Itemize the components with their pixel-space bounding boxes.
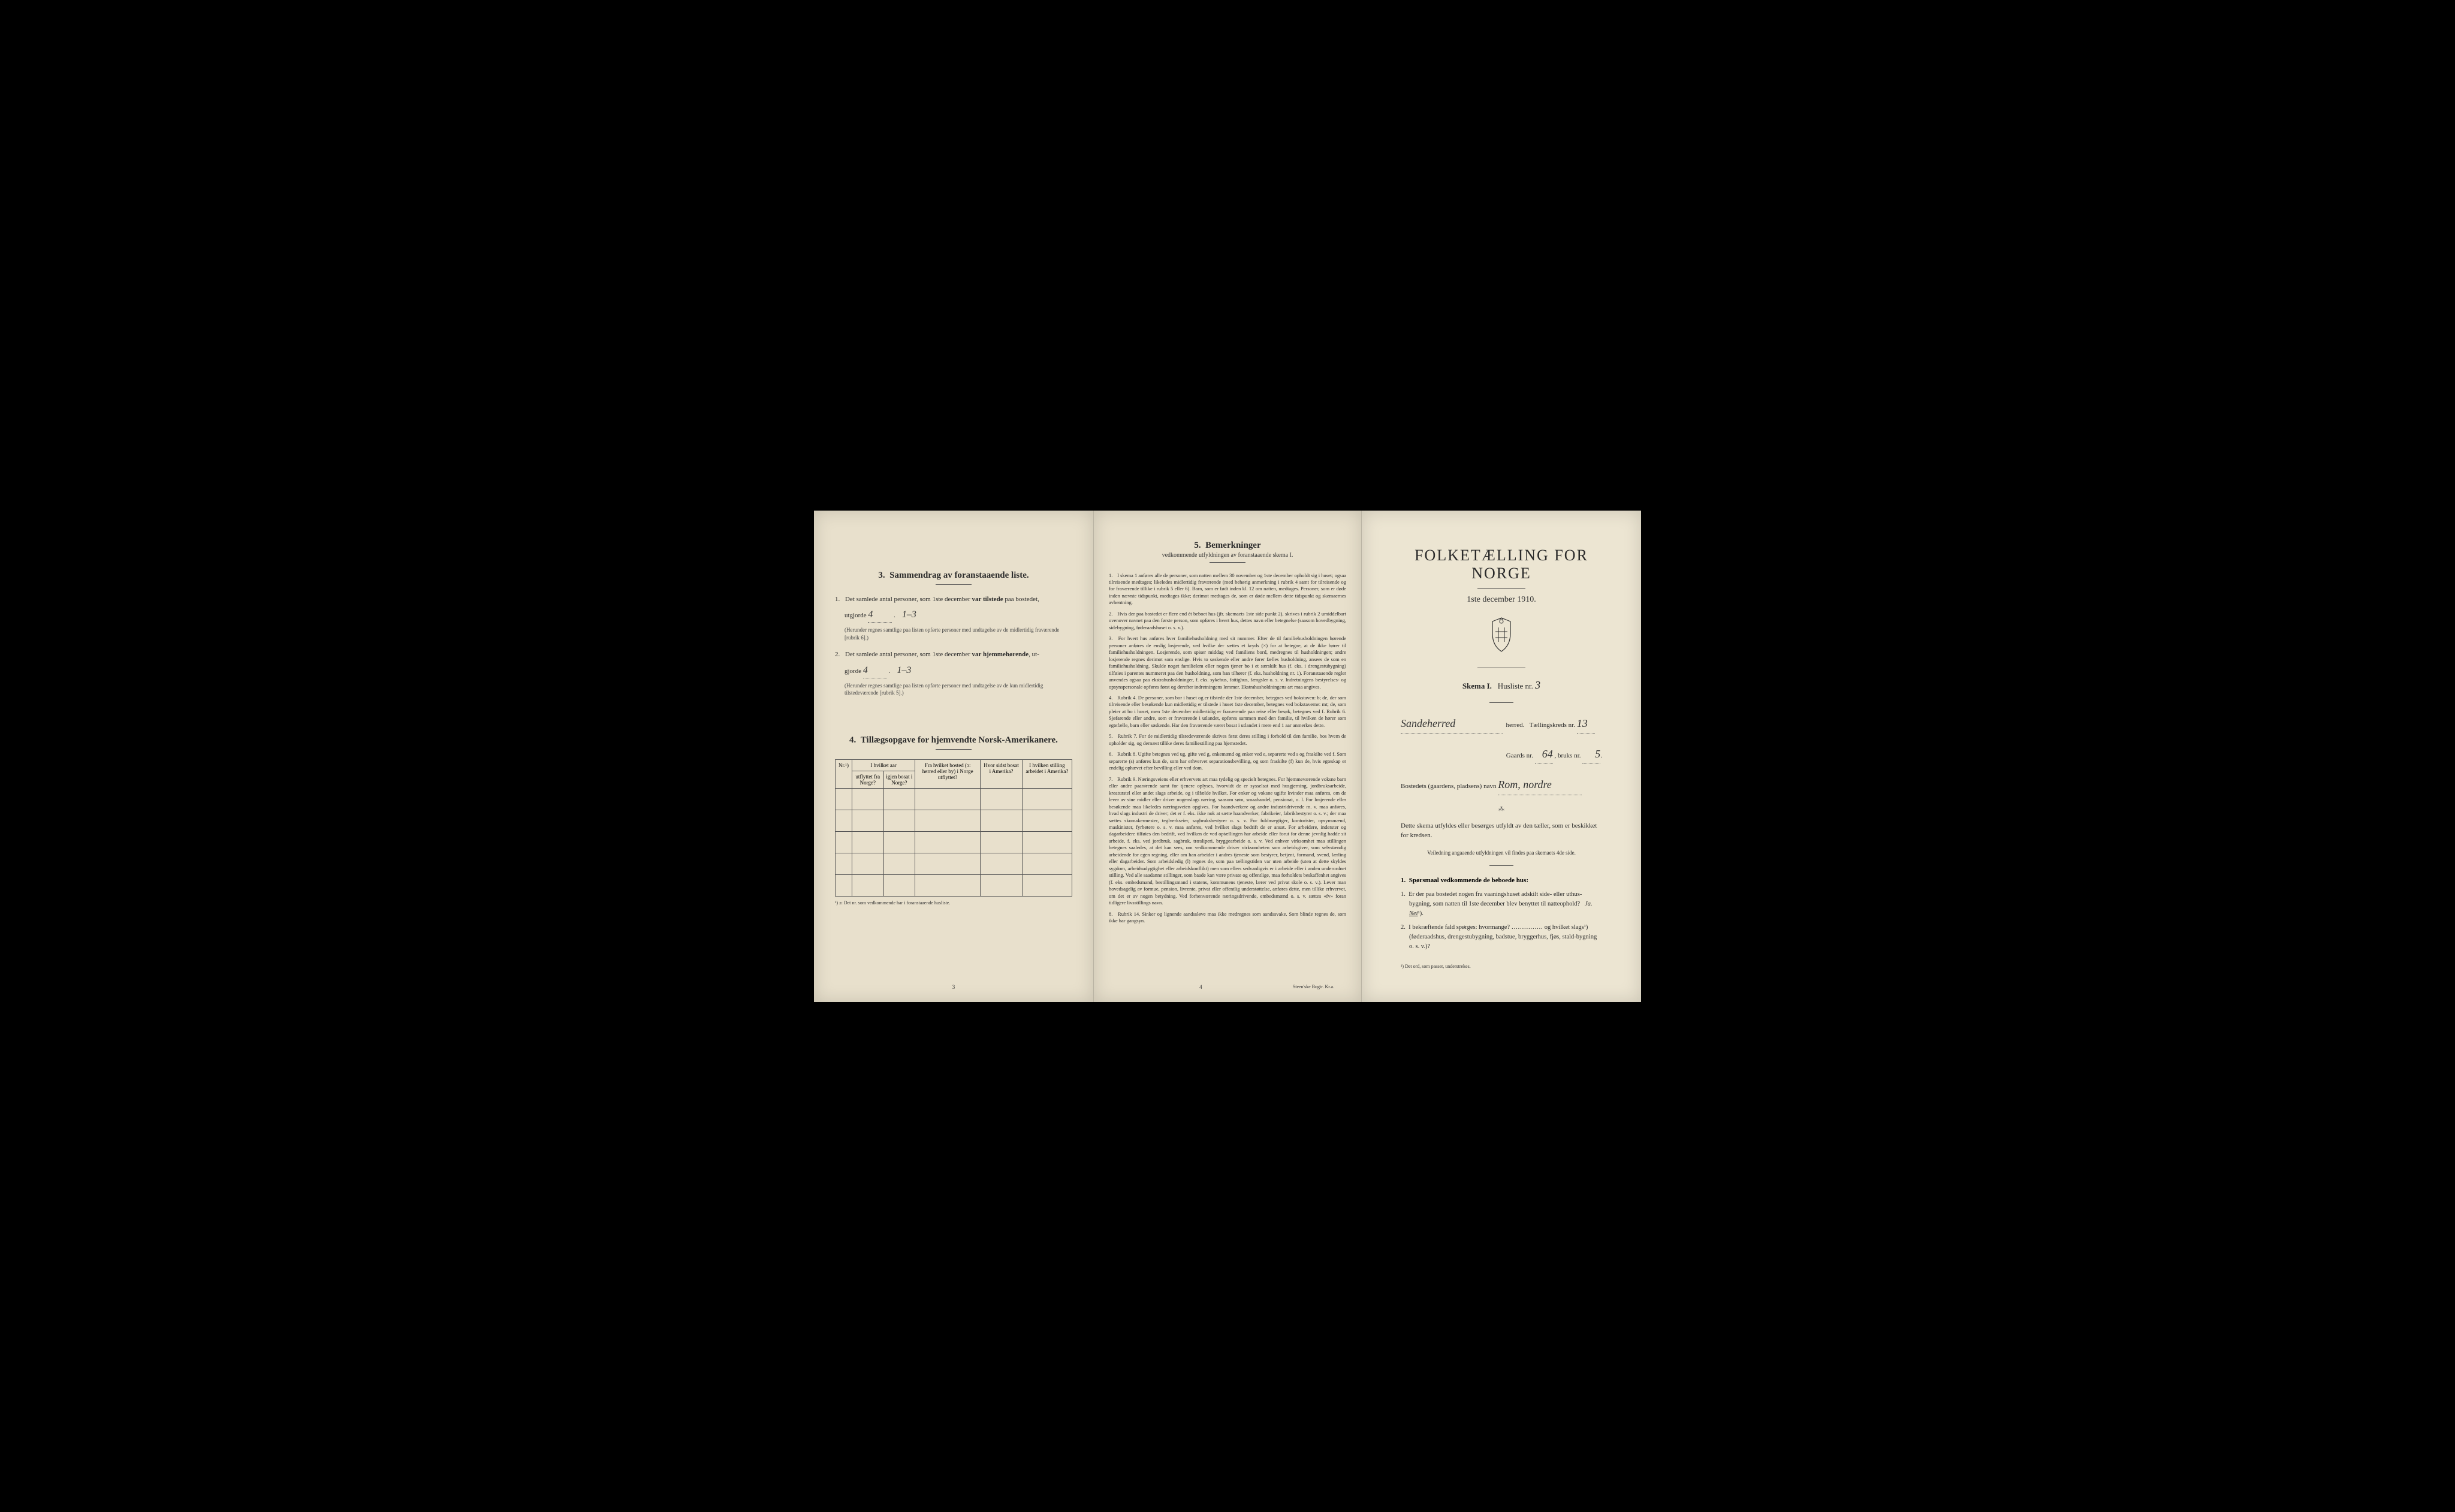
bosted-line: Bostedets (gaardens, pladsens) navn Rom,… (1401, 775, 1602, 795)
table-body (836, 788, 1072, 896)
gaards-line: Gaards nr. 64 , bruks nr. 5. (1401, 744, 1602, 764)
bemerkninger-item: 7. Rubrik 9. Næringsveiens eller erhverv… (1109, 776, 1346, 907)
page-right: FOLKETÆLLING FOR NORGE 1ste december 191… (1362, 511, 1641, 1002)
q2: 2. Det samlede antal personer, som 1ste … (835, 650, 1072, 660)
subtitle: 1ste december 1910. (1383, 595, 1620, 605)
title-separator (1477, 588, 1525, 589)
herred-line: Sandeherred herred. Tællingskreds nr. 13 (1401, 714, 1602, 734)
separator (1489, 702, 1513, 703)
bemerkninger-item: 2. Hvis der paa bostedet er flere end ét… (1109, 611, 1346, 631)
page-footer-middle: 4 Steen'ske Bogtr. Kr.a. (1109, 984, 1334, 990)
bemerkninger-item: 8. Rubrik 14. Sinker og lignende aandssl… (1109, 911, 1346, 925)
bemerkninger-item: 5. Rubrik 7. For de midlertidig tilstede… (1109, 733, 1346, 747)
q2-sub: (Herunder regnes samtlige paa listen opf… (845, 682, 1072, 697)
table-row (836, 810, 1072, 831)
section5-sub: vedkommende utfyldningen av foranstaaend… (1109, 552, 1346, 559)
bemerkninger-item: 1. I skema 1 anføres alle de personer, s… (1109, 572, 1346, 606)
q2-line2: gjorde 4 . 1–3 (845, 663, 1072, 678)
separator (1489, 865, 1513, 866)
table-row (836, 788, 1072, 810)
skema-line: Skema I. Husliste nr. 3 (1383, 679, 1620, 692)
th-utflyttet: utflyttet fra Norge? (852, 771, 884, 788)
th-bosted: Fra hvilket bosted (ɔ: herred eller by) … (915, 759, 981, 788)
separator (936, 749, 972, 750)
bemerkninger-item: 4. Rubrik 4. De personer, som bor i huse… (1109, 695, 1346, 729)
sporsmaal-title: 1. Spørsmaal vedkommende de beboede hus: (1401, 877, 1602, 884)
instruction: Dette skema utfyldes eller besørges utfy… (1401, 821, 1602, 841)
section4-title: 4. Tillægsopgave for hjemvendte Norsk-Am… (835, 735, 1072, 746)
q1-line2: utgjorde 4 . 1–3 (845, 608, 1072, 623)
page-middle: 5. Bemerkninger vedkommende utfyldningen… (1094, 511, 1362, 1002)
instruction-sub: Veiledning angaaende utfyldningen vil fi… (1401, 849, 1602, 858)
page-left: 3. Sammendrag av foranstaaende liste. 1.… (814, 511, 1094, 1002)
tillaeg-table: Nr.¹) I hvilket aar Fra hvilket bosted (… (835, 759, 1072, 897)
decorative-separator: ⁂ (1383, 806, 1620, 813)
sporsmaal-item-2: 2. I bekræftende fald spørges: hvormange… (1409, 923, 1602, 951)
q1: 1. Det samlede antal personer, som 1ste … (835, 594, 1072, 605)
separator (936, 584, 972, 585)
section5-title: 5. Bemerkninger (1109, 541, 1346, 551)
section3-title: 3. Sammendrag av foranstaaende liste. (835, 571, 1072, 581)
table-row (836, 831, 1072, 853)
footnote-right: ¹) Det ord, som passer, understrekes. (1401, 964, 1602, 969)
th-bosat: igjen bosat i Norge? (883, 771, 915, 788)
separator (1210, 562, 1245, 563)
th-aar: I hvilket aar (852, 759, 915, 771)
q1-sub: (Herunder regnes samtlige paa listen opf… (845, 626, 1072, 641)
table-row (836, 853, 1072, 874)
bemerkninger-list: 1. I skema 1 anføres alle de personer, s… (1109, 572, 1346, 925)
page-footer-left: 3 (835, 984, 1072, 990)
main-title: FOLKETÆLLING FOR NORGE (1383, 547, 1620, 583)
th-amerika: Hvor sidst bosat i Amerika? (981, 759, 1023, 788)
th-nr: Nr.¹) (836, 759, 852, 788)
table-row (836, 874, 1072, 896)
bemerkninger-item: 3. For hvert hus anføres hver familiehus… (1109, 635, 1346, 690)
sporsmaal-item-1: 1. Er der paa bostedet nogen fra vaaning… (1409, 890, 1602, 918)
table-footnote: ¹) ɔ: Det nr. som vedkommende har i fora… (835, 900, 1072, 906)
census-document: 3. Sammendrag av foranstaaende liste. 1.… (814, 511, 1641, 1002)
th-stilling: I hvilken stilling arbeidet i Amerika? (1022, 759, 1072, 788)
bemerkninger-item: 6. Rubrik 8. Ugifte betegnes ved ug, gif… (1109, 751, 1346, 771)
crest-icon (1383, 617, 1620, 656)
